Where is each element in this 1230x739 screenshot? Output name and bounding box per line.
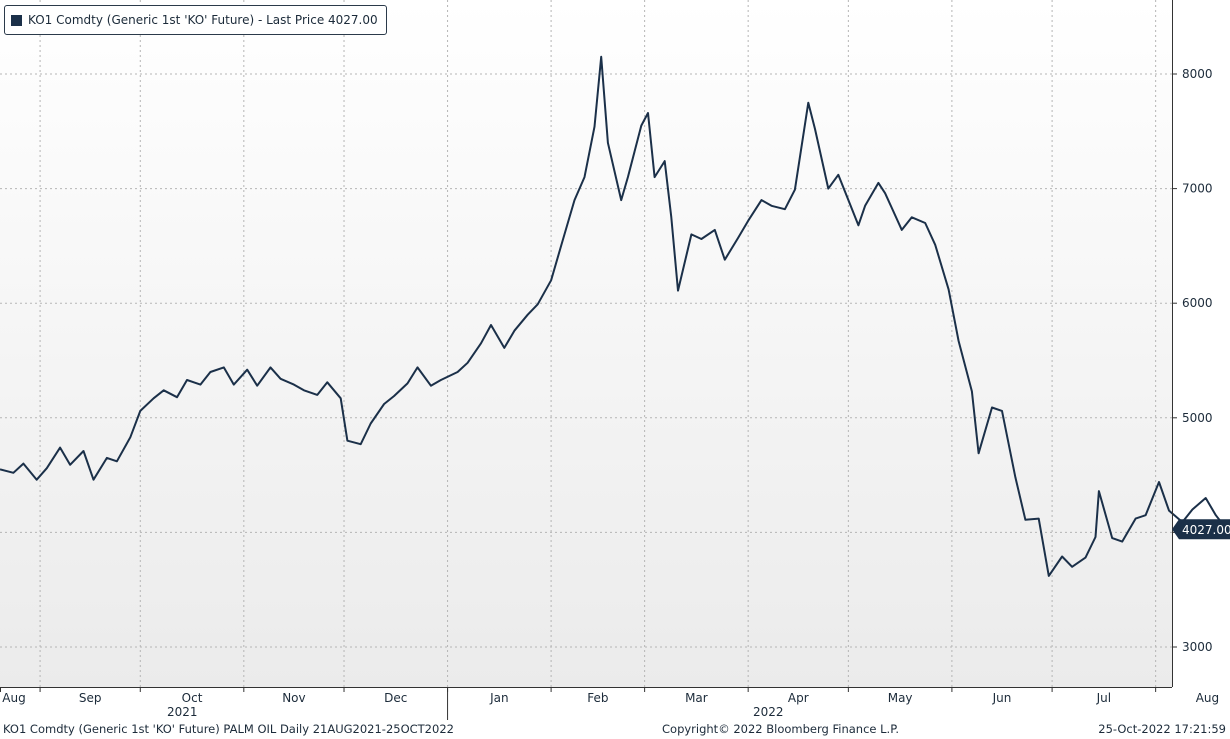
last-price-tag: 4027.00: [1172, 519, 1230, 540]
x-tick-label: Jun: [992, 691, 1012, 705]
x-tick-label: Aug: [2, 691, 25, 705]
x-tick-label: Oct: [182, 691, 203, 705]
y-tick-label: 3000: [1182, 640, 1213, 654]
footer-description: KO1 Comdty (Generic 1st 'KO' Future) PAL…: [3, 722, 454, 736]
x-tick-label: May: [888, 691, 913, 705]
legend-swatch: [11, 14, 22, 26]
price-series-line: [0, 55, 1230, 577]
x-tick-label: Jan: [489, 691, 509, 705]
y-tick-label: 8000: [1182, 67, 1213, 81]
year-label-2021: 2021: [167, 705, 198, 719]
year-label-2022: 2022: [753, 705, 784, 719]
plot-area: [0, 0, 1172, 687]
last-price-tag-label: 4027.00: [1182, 523, 1230, 537]
legend: KO1 Comdty (Generic 1st 'KO' Future) - L…: [4, 5, 387, 35]
axes: 300040005000600070008000AugSepOctNovDecJ…: [0, 0, 1230, 720]
x-tick-label: Nov: [282, 691, 305, 705]
y-tick-label: 7000: [1182, 182, 1213, 196]
x-tick-label: Mar: [685, 691, 708, 705]
x-tick-label: Sep: [79, 691, 102, 705]
series-layer: [0, 55, 1230, 577]
last-price-tag-bg: [1172, 519, 1230, 540]
legend-label: KO1 Comdty (Generic 1st 'KO' Future) - L…: [28, 13, 378, 27]
footer-copyright: Copyright© 2022 Bloomberg Finance L.P.: [662, 722, 899, 736]
grid: [0, 0, 1172, 687]
x-tick-label: Aug: [1196, 691, 1219, 705]
footer-timestamp: 25-Oct-2022 17:21:59: [1098, 722, 1226, 736]
y-tick-label: 6000: [1182, 296, 1213, 310]
x-tick-label: Jul: [1096, 691, 1111, 705]
x-tick-label: Feb: [587, 691, 608, 705]
x-tick-label: Apr: [788, 691, 809, 705]
x-tick-label: Dec: [384, 691, 407, 705]
y-tick-label: 5000: [1182, 411, 1213, 425]
